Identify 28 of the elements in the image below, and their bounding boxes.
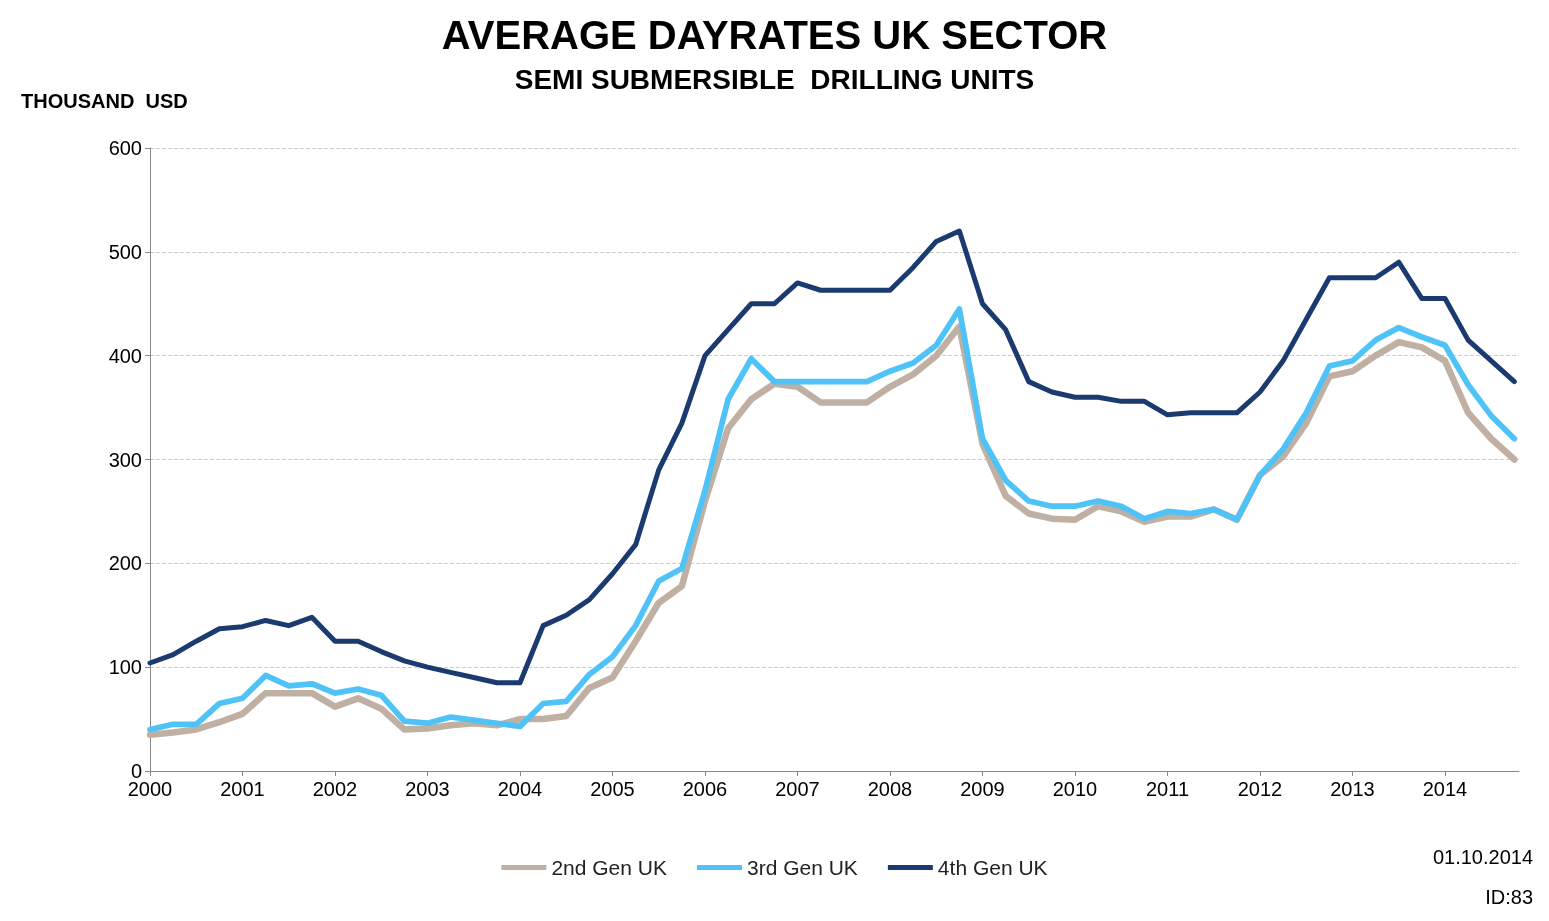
chart-subtitle: SEMI SUBMERSIBLE DRILLING UNITS xyxy=(514,63,1035,95)
x-tick-label: 2005 xyxy=(590,778,635,800)
x-tick-label: 2013 xyxy=(1330,778,1375,800)
y-tick-label: 200 xyxy=(108,552,142,575)
y-tick-label: 500 xyxy=(108,240,142,263)
x-tick-label: 2009 xyxy=(960,778,1005,800)
x-tick-label: 2012 xyxy=(1237,778,1283,800)
y-tick-label: 300 xyxy=(108,448,142,471)
legend-label: 3rd Gen UK xyxy=(746,856,858,879)
text: 01.10.2014 xyxy=(1432,846,1534,868)
y-axis-title: THOUSAND USD xyxy=(21,90,188,112)
x-tick-label: 2010 xyxy=(1052,778,1098,800)
text: ID:83 xyxy=(1485,886,1534,908)
x-tick-label: 2003 xyxy=(405,778,450,800)
x-tick-label: 2004 xyxy=(497,778,543,800)
y-tick-label: 100 xyxy=(108,656,142,679)
chart-title: AVERAGE DAYRATES UK SECTOR xyxy=(441,13,1108,57)
x-tick-label: 2011 xyxy=(1145,778,1190,800)
x-tick-label: 2007 xyxy=(775,778,820,800)
x-tick-label: 2014 xyxy=(1422,778,1468,800)
x-tick-label: 2002 xyxy=(312,778,358,800)
x-tick-label: 2006 xyxy=(682,778,728,800)
x-tick-label: 2008 xyxy=(867,778,913,800)
y-tick-label: 400 xyxy=(108,344,142,367)
y-tick-label: 600 xyxy=(108,137,142,159)
legend-label: 4th Gen UK xyxy=(937,856,1048,879)
x-tick-label: 2001 xyxy=(220,778,265,800)
legend-label: 2nd Gen UK xyxy=(551,856,667,879)
